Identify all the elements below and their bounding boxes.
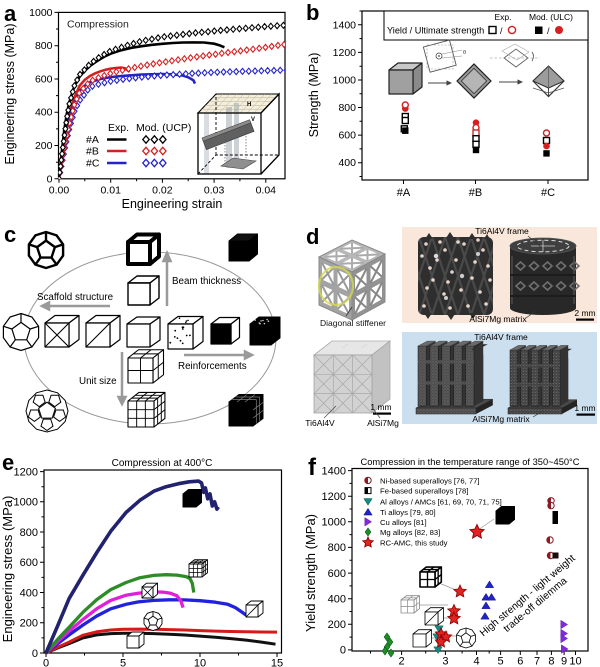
svg-text:Al alloys / AMCs [61, 69, 70,: Al alloys / AMCs [61, 69, 70, 71, 75]	[380, 498, 502, 507]
svg-text:600: 600	[338, 130, 356, 142]
svg-text:8: 8	[548, 656, 554, 667]
svg-text:Scaffold structure: Scaffold structure	[37, 292, 114, 303]
svg-text:10: 10	[569, 656, 581, 667]
svg-text:0.02: 0.02	[152, 184, 173, 196]
svg-text:Cu alloys [81]: Cu alloys [81]	[380, 518, 427, 527]
svg-text:e: e	[2, 450, 14, 475]
svg-text:600: 600	[35, 74, 53, 86]
svg-text:θ: θ	[463, 50, 466, 56]
svg-text:Unit size: Unit size	[79, 376, 117, 387]
svg-text:2 mm: 2 mm	[574, 308, 595, 318]
svg-text:0.03: 0.03	[204, 184, 225, 196]
svg-text:Mod. (UCP): Mod. (UCP)	[136, 122, 191, 134]
svg-text:/: /	[500, 26, 503, 36]
svg-text:1200: 1200	[333, 47, 357, 59]
svg-text:9: 9	[561, 656, 567, 667]
svg-text:H: H	[247, 102, 251, 108]
svg-text:6: 6	[517, 656, 523, 667]
svg-text:Exp.: Exp.	[108, 122, 129, 134]
svg-text:400: 400	[328, 594, 346, 606]
svg-text:#A: #A	[86, 134, 99, 146]
svg-text:5: 5	[120, 658, 126, 667]
svg-text:600: 600	[20, 557, 38, 569]
svg-text:Ti alloys [79, 80]: Ti alloys [79, 80]	[380, 508, 436, 517]
svg-text:AlSi7Mg matrix: AlSi7Mg matrix	[469, 314, 527, 324]
svg-text:#B: #B	[86, 146, 99, 158]
svg-text:800: 800	[338, 102, 356, 114]
svg-text:0.00: 0.00	[49, 184, 70, 196]
svg-text:AlSi7Mg: AlSi7Mg	[367, 418, 399, 428]
svg-text:0: 0	[43, 658, 49, 667]
svg-text:400: 400	[338, 157, 356, 169]
svg-text:Engineering stress (MPa): Engineering stress (MPa)	[0, 496, 15, 643]
svg-text:800: 800	[35, 40, 53, 52]
svg-text:1000: 1000	[29, 7, 53, 19]
svg-text:1400: 1400	[333, 19, 357, 31]
svg-text:5: 5	[498, 656, 504, 667]
svg-text:RC-AMC, this study: RC-AMC, this study	[380, 539, 448, 548]
svg-text:Diagonal stiffener: Diagonal stiffener	[320, 318, 386, 328]
svg-text:Reinforcements: Reinforcements	[178, 361, 247, 372]
svg-text:AlSi7Mg matrix: AlSi7Mg matrix	[472, 414, 530, 424]
svg-text:200: 200	[35, 140, 53, 152]
svg-text:V: V	[251, 117, 255, 123]
svg-text:Mg alloys [82, 83]: Mg alloys [82, 83]	[380, 528, 440, 537]
svg-text:a: a	[4, 1, 17, 26]
svg-text:#C: #C	[86, 158, 100, 170]
svg-text:Exp.: Exp.	[494, 12, 511, 22]
svg-text:Beam thickness: Beam thickness	[172, 276, 241, 287]
svg-text:Ti6Al4V: Ti6Al4V	[305, 418, 335, 428]
svg-text:200: 200	[328, 619, 346, 631]
svg-text:4: 4	[473, 656, 479, 667]
svg-text:1 mm: 1 mm	[370, 402, 391, 412]
svg-text:0.01: 0.01	[100, 184, 121, 196]
svg-text:/: /	[547, 26, 550, 36]
svg-text:0: 0	[47, 173, 53, 185]
svg-text:#A: #A	[397, 187, 411, 199]
svg-text:800: 800	[20, 527, 38, 539]
svg-text:7: 7	[534, 656, 540, 667]
svg-text:1000: 1000	[333, 75, 357, 87]
svg-text:0: 0	[32, 648, 38, 660]
svg-text:400: 400	[35, 107, 53, 119]
svg-text:2: 2	[399, 656, 405, 667]
svg-text:#C: #C	[541, 187, 555, 199]
svg-text:0: 0	[340, 645, 346, 657]
svg-text:1 mm: 1 mm	[574, 403, 595, 413]
svg-text:0.04: 0.04	[256, 184, 277, 196]
svg-text:10: 10	[194, 658, 206, 667]
svg-text:3: 3	[442, 656, 448, 667]
svg-text:Fe-based superalloys [78]: Fe-based superalloys [78]	[380, 487, 468, 496]
svg-text:Engineering strain: Engineering strain	[122, 197, 223, 211]
svg-text:1200: 1200	[322, 491, 346, 503]
svg-text:c: c	[4, 222, 16, 247]
svg-text:Engineering stress (MPa): Engineering stress (MPa)	[3, 23, 17, 164]
svg-text:Compression: Compression	[67, 19, 129, 31]
svg-text:Ti6Al4V frame: Ti6Al4V frame	[475, 226, 529, 236]
svg-text:200: 200	[20, 618, 38, 630]
svg-text:Compression in the temperature: Compression in the temperature range of …	[361, 457, 580, 467]
svg-text:Yield / Ultimate strength: Yield / Ultimate strength	[387, 26, 484, 36]
svg-text:Ni-based superalloys [76, 77]: Ni-based superalloys [76, 77]	[380, 476, 480, 485]
svg-text:1400: 1400	[322, 465, 346, 477]
svg-text:Yield strength (MPa): Yield strength (MPa)	[303, 514, 318, 632]
svg-text:Ti6Al4V frame: Ti6Al4V frame	[474, 332, 528, 342]
svg-text:Strength (MPa): Strength (MPa)	[307, 53, 321, 138]
svg-text:Compression at 400°C: Compression at 400°C	[112, 458, 213, 469]
svg-text:1000: 1000	[14, 497, 38, 509]
svg-text:1200: 1200	[14, 466, 38, 478]
svg-text:Mod. (ULC): Mod. (ULC)	[529, 12, 573, 22]
svg-text:600: 600	[328, 568, 346, 580]
svg-text:1000: 1000	[322, 517, 346, 529]
svg-text:b: b	[306, 0, 319, 25]
svg-text:#B: #B	[469, 187, 482, 199]
svg-text:d: d	[306, 224, 319, 249]
svg-text:f: f	[308, 454, 317, 481]
svg-text:400: 400	[20, 587, 38, 599]
svg-text:15: 15	[271, 658, 283, 667]
svg-text:800: 800	[328, 542, 346, 554]
